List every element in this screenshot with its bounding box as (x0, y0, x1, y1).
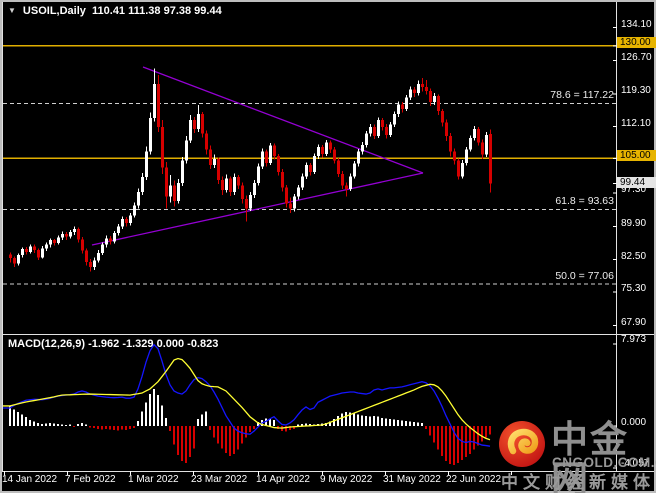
date-axis-label: 1 Mar 2022 (128, 474, 179, 485)
date-axis-label: 14 Jan 2022 (2, 474, 58, 485)
price-axis-label: 89.90 (621, 217, 647, 229)
current-price-tag: 99.44 (617, 177, 656, 189)
price-axis-label: 134.10 (621, 18, 652, 30)
ohlc-values: 110.41 111.38 97.38 99.44 (92, 5, 222, 17)
price-axis-label: 75.30 (621, 283, 647, 295)
chart-title: ▼ USOIL,Daily 110.41 111.38 97.38 99.44 (8, 5, 222, 17)
date-axis-label: 22 Jun 2022 (446, 474, 502, 485)
fib-level-label: 78.6 = 117.22 (550, 89, 614, 102)
macd-indicator-label: MACD(12,26,9) -1.962 -1.329 0.000 -0.823 (8, 338, 219, 350)
date-axis-label: 14 Apr 2022 (256, 474, 310, 485)
date-axis-label: 7 Feb 2022 (65, 474, 116, 485)
macd-scale-label: 0.000 (621, 416, 647, 428)
date-axis-label: 9 May 2022 (320, 474, 373, 485)
price-chart-area[interactable] (3, 3, 616, 333)
price-axis-label: 82.50 (621, 251, 647, 263)
price-axis-label: 97.30 (621, 184, 647, 196)
macd-scale-label: -4.057 (621, 458, 650, 470)
macd-scale-label: 7.973 (621, 334, 647, 346)
fib-level-label: 61.8 = 93.63 (555, 195, 614, 208)
macd-panel-area[interactable] (3, 336, 616, 470)
price-scale[interactable] (617, 3, 654, 470)
date-axis-label: 31 May 2022 (383, 474, 441, 485)
symbol-dropdown-icon[interactable]: ▼ (8, 6, 16, 15)
price-axis-label: 119.30 (621, 85, 651, 97)
fib-level-label: 50.0 = 77.06 (555, 270, 614, 283)
date-axis-label: 23 Mar 2022 (191, 474, 248, 485)
price-axis-label: 67.90 (621, 316, 647, 328)
price-axis-label: 112.10 (621, 117, 651, 129)
price-axis-label: 130.00 (617, 37, 656, 49)
symbol-period-label: USOIL,Daily (22, 5, 86, 17)
price-axis-label: 105.00 (617, 149, 656, 161)
price-axis-label: 126.70 (621, 52, 652, 64)
